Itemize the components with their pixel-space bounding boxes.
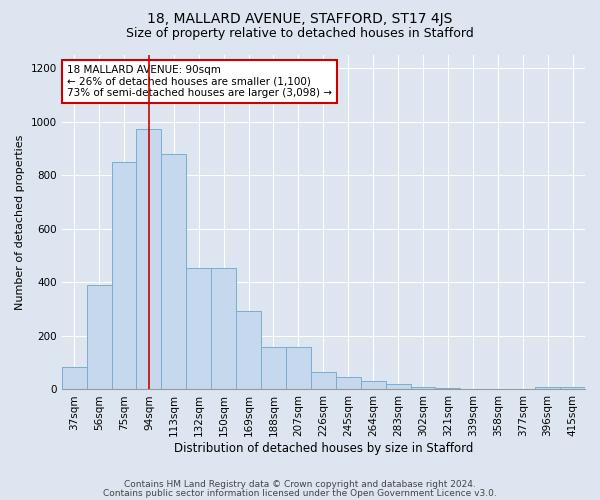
Bar: [62, 366, 86, 390]
Bar: [86, 285, 112, 390]
Text: 18, MALLARD AVENUE, STAFFORD, ST17 4JS: 18, MALLARD AVENUE, STAFFORD, ST17 4JS: [148, 12, 452, 26]
Bar: [261, 346, 286, 390]
Bar: [112, 162, 136, 390]
Bar: [386, 384, 410, 390]
Bar: [211, 268, 236, 390]
Bar: [286, 346, 311, 390]
Text: Contains public sector information licensed under the Open Government Licence v3: Contains public sector information licen…: [103, 488, 497, 498]
Bar: [136, 128, 161, 390]
Y-axis label: Number of detached properties: Number of detached properties: [15, 134, 25, 310]
Bar: [161, 154, 186, 390]
Bar: [361, 382, 386, 390]
Bar: [336, 376, 361, 390]
Bar: [311, 372, 336, 390]
Bar: [535, 388, 560, 390]
X-axis label: Distribution of detached houses by size in Stafford: Distribution of detached houses by size …: [173, 442, 473, 455]
Bar: [560, 388, 585, 390]
Bar: [236, 310, 261, 390]
Bar: [186, 268, 211, 390]
Text: Contains HM Land Registry data © Crown copyright and database right 2024.: Contains HM Land Registry data © Crown c…: [124, 480, 476, 489]
Bar: [436, 388, 460, 390]
Text: Size of property relative to detached houses in Stafford: Size of property relative to detached ho…: [126, 28, 474, 40]
Bar: [410, 387, 436, 390]
Text: 18 MALLARD AVENUE: 90sqm
← 26% of detached houses are smaller (1,100)
73% of sem: 18 MALLARD AVENUE: 90sqm ← 26% of detach…: [67, 65, 332, 98]
